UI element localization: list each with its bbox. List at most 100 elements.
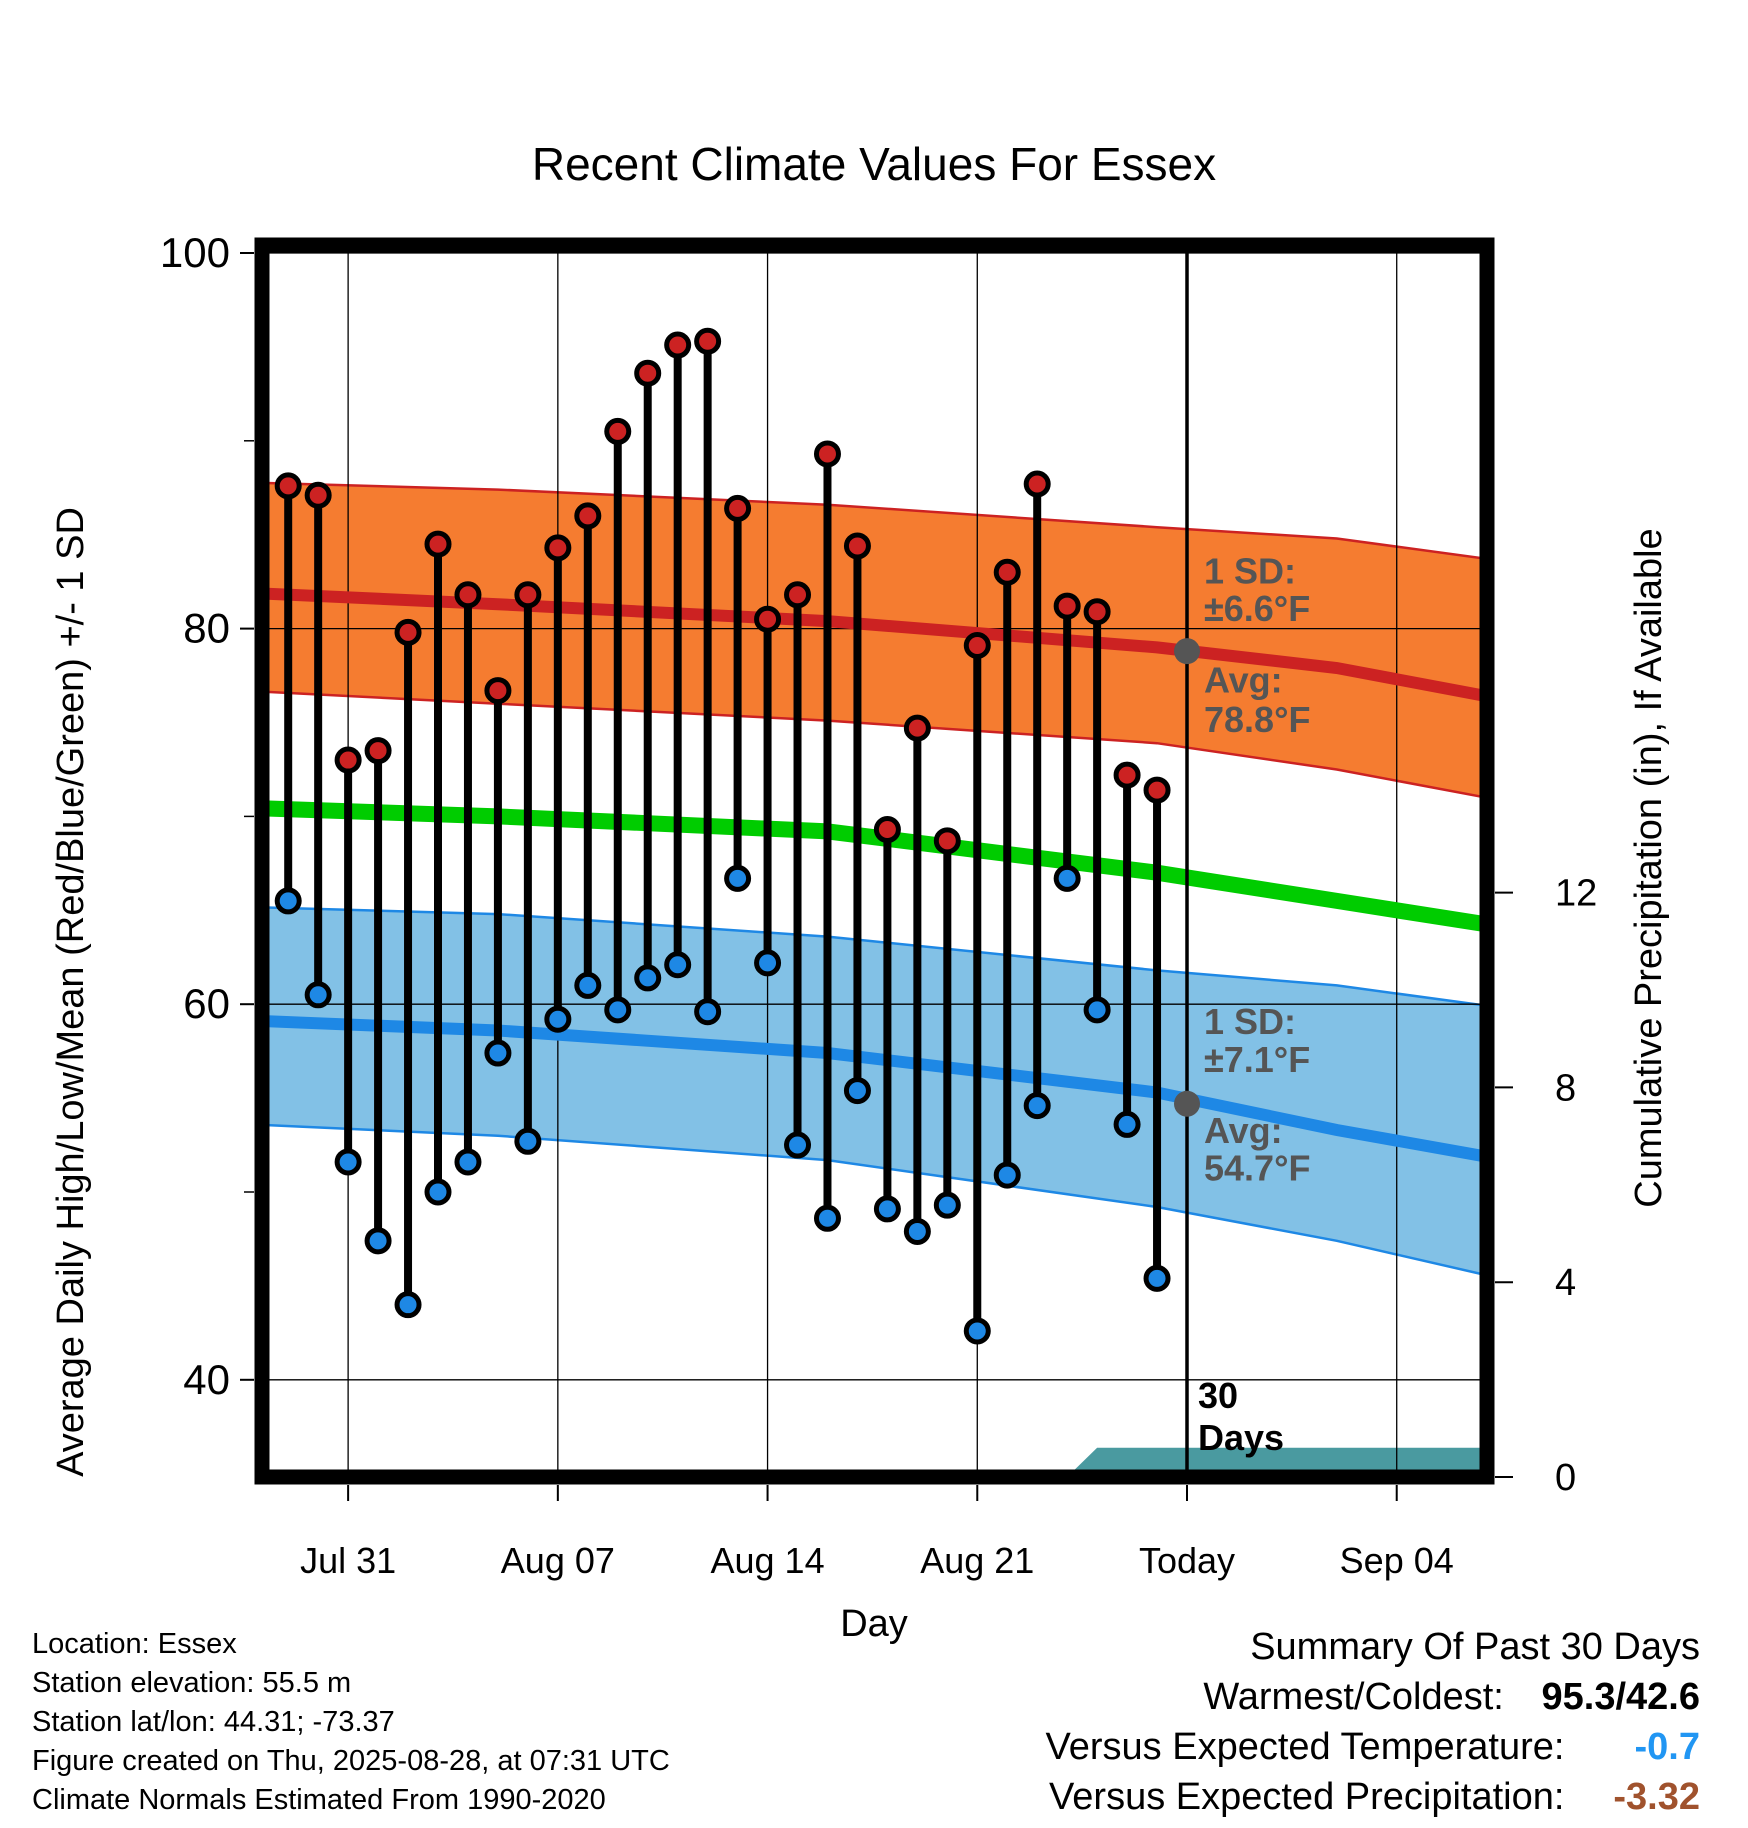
low-normal-line xyxy=(262,1015,1487,1163)
observed-high-point xyxy=(454,581,482,609)
info-elevation: Station elevation: 55.5 m xyxy=(32,1667,352,1699)
summary-warmest-label: Warmest/Coldest: xyxy=(1203,1676,1504,1718)
summary-warmest-row: Warmest/Coldest: 95.3/42.6 xyxy=(1046,1672,1700,1722)
summary-temp-value: -0.7 xyxy=(1634,1726,1700,1768)
observed-high-point xyxy=(1113,761,1141,789)
high-avg-label: 78.8°F xyxy=(1204,699,1310,740)
observed-low-point xyxy=(724,864,752,892)
observed-low-point xyxy=(993,1161,1021,1189)
observed-high-point xyxy=(634,359,662,387)
observed-low-point xyxy=(1023,1092,1051,1120)
observed-low-point xyxy=(424,1178,452,1206)
summary-panel: Summary Of Past 30 Days Warmest/Coldest:… xyxy=(1046,1622,1700,1822)
summary-temp-label: Versus Expected Temperature: xyxy=(1045,1726,1565,1768)
observed-high-point xyxy=(813,440,841,468)
x-tick-label: Today xyxy=(1139,1540,1235,1581)
observed-low-point xyxy=(903,1217,931,1245)
axes: Jul 31 Aug 07 Aug 14 Aug 21 Today Sep 0440608… xyxy=(160,229,1597,1581)
x-tick-label: Aug 21 xyxy=(920,1540,1034,1581)
y2-tick-label: 12 xyxy=(1555,873,1597,915)
observed-low-point xyxy=(574,971,602,999)
observed-high-point xyxy=(903,714,931,742)
y-axis-label: Average Daily High/Low/Mean (Red/Blue/Gr… xyxy=(50,507,92,1477)
high-sd-upper-line xyxy=(262,481,1487,561)
observed-high-point xyxy=(394,618,422,646)
observed-low-point xyxy=(334,1148,362,1176)
observed-low-point xyxy=(544,1005,572,1033)
y2-tick-label: 0 xyxy=(1555,1457,1576,1499)
observed-low-point xyxy=(484,1039,512,1067)
observed-high-point xyxy=(1143,776,1171,804)
low-sd-upper-line xyxy=(262,906,1487,1008)
observed-low-point xyxy=(394,1291,422,1319)
high-sd-label: ±6.6°F xyxy=(1204,588,1310,629)
observed-high-point xyxy=(334,746,362,774)
summary-temp-row: Versus Expected Temperature: -0.7 xyxy=(1046,1722,1700,1772)
mean-normal-line xyxy=(262,800,1487,933)
y2-tick-label: 8 xyxy=(1555,1067,1576,1109)
high-sd-lower-line xyxy=(262,690,1487,800)
y2-axis-label: Cumulative Precipitation (in), If Availa… xyxy=(1628,528,1670,1207)
observed-low-point xyxy=(454,1148,482,1176)
today-high-avg-marker xyxy=(1174,638,1200,665)
observed-high-point xyxy=(304,481,332,509)
high-sd-band xyxy=(262,482,1487,798)
low-avg-label: 54.7°F xyxy=(1204,1148,1310,1189)
today-days-label: Days xyxy=(1198,1417,1284,1458)
observed-low-point xyxy=(963,1317,991,1345)
y2-tick-label: 4 xyxy=(1555,1262,1576,1304)
observed-high-point xyxy=(784,581,812,609)
observed-low-point xyxy=(604,996,632,1024)
today-low-avg-marker xyxy=(1174,1090,1200,1117)
observed-low-point xyxy=(664,951,692,979)
observed-high-point xyxy=(1023,470,1051,498)
info-location: Location: Essex xyxy=(32,1628,237,1660)
observed-high-point xyxy=(724,494,752,522)
observed-high-point xyxy=(424,530,452,558)
observed-low-point xyxy=(754,949,782,977)
observed-high-point xyxy=(933,827,961,855)
observed-low-point xyxy=(274,887,302,915)
observed-low-point xyxy=(873,1195,901,1223)
observed-low-point xyxy=(1053,864,1081,892)
y-tick-label: 40 xyxy=(183,1356,230,1403)
x-axis-label: Day xyxy=(840,1603,908,1645)
observed-low-point xyxy=(1083,996,1111,1024)
summary-precip-value: -3.32 xyxy=(1613,1776,1700,1818)
observed-high-point xyxy=(364,737,392,765)
low-sd-label: ±7.1°F xyxy=(1204,1039,1310,1080)
observed-low-point xyxy=(784,1131,812,1159)
y-tick-label: 80 xyxy=(183,605,230,652)
observed-low-point xyxy=(304,981,332,1009)
observed-low-point xyxy=(813,1204,841,1232)
observed-high-point xyxy=(843,532,871,560)
observed-high-point xyxy=(274,472,302,500)
summary-warmest-value: 95.3/42.6 xyxy=(1541,1676,1700,1718)
observed-high-point xyxy=(873,816,901,844)
plot-frame xyxy=(254,237,1495,1485)
observed-low-point xyxy=(364,1227,392,1255)
observed-high-point xyxy=(963,632,991,660)
y-tick-label: 100 xyxy=(160,229,230,276)
observed-high-point xyxy=(1083,598,1111,626)
info-normals: Climate Normals Estimated From 1990-2020 xyxy=(32,1784,606,1816)
high-avg-title: Avg: xyxy=(1204,659,1283,700)
observed-low-point xyxy=(843,1077,871,1105)
high-sd-title: 1 SD: xyxy=(1204,551,1296,592)
observed-low-point xyxy=(1113,1110,1141,1138)
observed-high-point xyxy=(484,677,512,705)
observed-high-point xyxy=(514,581,542,609)
observed-high-point xyxy=(694,327,722,355)
low-sd-lower-line xyxy=(262,1123,1487,1277)
x-tick-label: Sep 04 xyxy=(1340,1540,1454,1581)
summary-title: Summary Of Past 30 Days xyxy=(1250,1626,1700,1668)
observed-high-point xyxy=(1053,592,1081,620)
low-avg-title: Avg: xyxy=(1204,1110,1283,1151)
x-tick-label: Jul 31 xyxy=(300,1540,396,1581)
low-sd-band xyxy=(262,907,1487,1276)
summary-precip-label: Versus Expected Precipitation: xyxy=(1049,1776,1565,1818)
y-tick-label: 60 xyxy=(183,980,230,1027)
observed-high-point xyxy=(993,558,1021,586)
